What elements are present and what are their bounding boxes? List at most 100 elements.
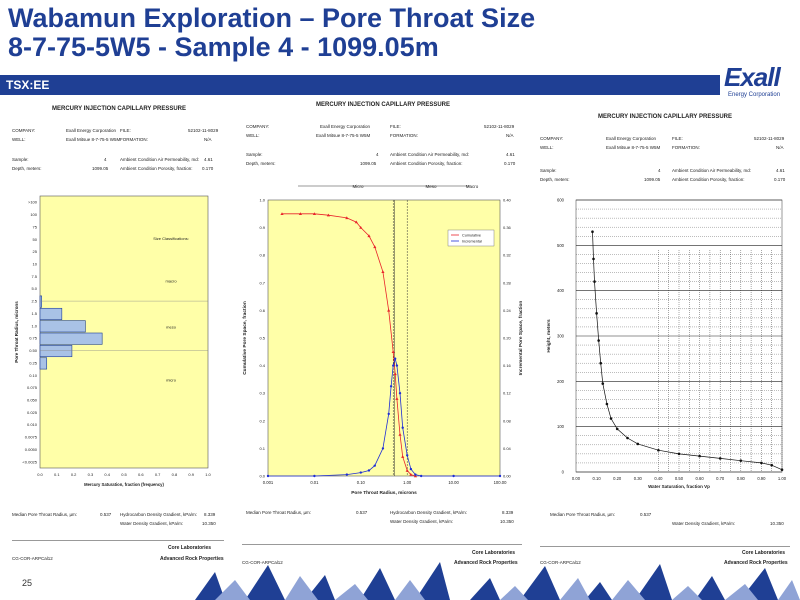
incremental-point	[381, 447, 385, 450]
right-axis-label: Incremental Pore Space, fraction	[518, 301, 524, 376]
cumulative-point	[387, 308, 391, 312]
permeability-label: Ambient Condition Air Permeability, md:	[672, 168, 751, 173]
sample-value: 4	[104, 157, 107, 162]
water-gradient-value: 10.350	[770, 521, 784, 526]
left-axis-label: Cumulative Pore Space, fraction	[242, 301, 248, 375]
cumulative-point	[326, 213, 330, 217]
y-tick-label: 0.075	[27, 385, 38, 390]
y-tick-label: 1.0	[31, 323, 37, 328]
permeability-label: Ambient Condition Air Permeability, md:	[120, 157, 199, 162]
cumulative-point	[405, 468, 409, 472]
depth-value: 1099.05	[644, 177, 661, 182]
porosity-value: 0.170	[504, 161, 516, 166]
x-tick-label: 0.10	[593, 476, 602, 481]
formation-label: FORMATION:	[672, 145, 700, 150]
file-value: 52102-11-8029	[484, 124, 515, 129]
incremental-point	[373, 464, 376, 467]
y-tick-label: 0.0075	[25, 435, 38, 440]
footer-lab-dept: Advanced Rock Properties	[724, 560, 788, 566]
height-point	[605, 402, 609, 406]
left-tick-label: 0.2	[259, 418, 265, 423]
sample-label: Sample:	[246, 152, 263, 157]
x-tick-label: 0.40	[654, 476, 663, 481]
height-point	[597, 339, 600, 342]
water-gradient-value: 10.350	[500, 519, 514, 524]
x-tick-label: 0.2	[71, 472, 77, 477]
cumulative-point	[398, 433, 402, 436]
histogram-bar	[39, 345, 73, 358]
company-label: COMPANY:	[12, 128, 36, 133]
middle-panel-heading: MERCURY INJECTION CAPILLARY PRESSURE	[315, 102, 451, 108]
x-tick-label: 0.10	[357, 480, 366, 485]
y-tick-label: 25	[33, 249, 38, 254]
y-tick-label: 5.0	[31, 286, 37, 291]
y-tick-label: 0.0050	[25, 447, 38, 452]
porosity-value: 0.170	[774, 177, 786, 182]
y-tick-label: 10	[33, 262, 38, 267]
x-tick-label: 0.8	[172, 472, 178, 477]
height-point	[591, 230, 594, 234]
well-value: Exall Mitsue 8-7-75-5 W5M	[316, 133, 371, 138]
footer-form-code: CG-COR-ARPCal12	[242, 560, 283, 565]
legend-incremental-label: Incremental	[462, 240, 482, 244]
zone-label-macro: Macro	[466, 184, 479, 189]
y-tick-label: 100	[30, 212, 37, 217]
well-label: WELL:	[540, 145, 554, 150]
right-panel-heading: MERCURY INJECTION CAPILLARY PRESSURE	[597, 114, 733, 120]
depth-value: 1099.05	[360, 161, 377, 166]
left-tick-label: 0.3	[259, 391, 265, 396]
sample-label: Sample:	[540, 168, 557, 173]
depth-label: Depth, meters:	[12, 166, 42, 171]
incremental-point	[313, 474, 316, 478]
x-tick-label: 0.9	[188, 472, 194, 477]
formation-value: N/A	[776, 145, 784, 150]
y-tick-label: 1.5	[31, 311, 37, 316]
right-tick-label: 0.12	[503, 391, 512, 396]
y-tick-label: 0	[562, 470, 565, 475]
footer-lab-name: Core Laboratories	[168, 545, 212, 551]
file-value: 52102-11-8029	[754, 136, 785, 141]
cumulative-point	[381, 270, 385, 273]
x-tick-label: 0.0	[37, 472, 43, 477]
company-value: Exall Energy Corporation	[606, 136, 657, 141]
y-axis-label: Height, meters	[546, 319, 552, 353]
left-panel-heading: MERCURY INJECTION CAPILLARY PRESSURE	[51, 106, 187, 112]
height-point	[601, 382, 605, 385]
height-point	[760, 461, 763, 465]
slide-title-line1: Wabamun Exploration – Pore Throat Size	[8, 3, 536, 33]
slide-title-line2: 8-7-75-5W5 - Sample 4 - 1099.05m	[8, 32, 439, 62]
x-tick-label: 0.90	[757, 476, 766, 481]
incremental-point	[395, 364, 399, 367]
median-radius-label: Median Pore Throat Radius, µm:	[550, 512, 616, 517]
y-tick-label: 400	[557, 288, 565, 293]
right-tick-label: 0.00	[503, 474, 512, 479]
median-radius-value: 0.537	[356, 510, 368, 515]
right-tick-label: 0.08	[503, 418, 512, 423]
file-label: FILE:	[672, 136, 683, 141]
y-tick-label: 200	[557, 379, 565, 384]
right-tick-label: 0.28	[503, 280, 512, 285]
right-tick-label: 0.20	[503, 336, 512, 341]
right-tick-label: 0.36	[503, 225, 512, 230]
permeability-value: 4.61	[506, 152, 515, 157]
file-value: 52102-11-8029	[188, 128, 219, 133]
incremental-point	[393, 357, 397, 360]
left-tick-label: 0.7	[259, 280, 265, 285]
x-tick-label: 100.00	[494, 480, 507, 485]
size-class-name: micro	[166, 377, 177, 382]
size-class-name: macro	[165, 279, 177, 284]
cumulative-point	[401, 455, 405, 458]
y-tick-label: 0.10	[29, 373, 38, 378]
right-tick-label: 0.04	[503, 446, 512, 451]
ticker-bar: TSX:EE	[0, 75, 720, 95]
sample-value: 4	[376, 152, 379, 157]
file-label: FILE:	[390, 124, 401, 129]
left-tick-label: 0.8	[259, 253, 265, 258]
y-tick-label: 600	[557, 198, 565, 203]
water-gradient-label: Water Density Gradient, kPa/m:	[390, 519, 454, 524]
height-point	[615, 427, 619, 431]
height-point	[595, 312, 598, 315]
x-tick-label: 0.001	[263, 480, 274, 485]
x-tick-label: 1.00	[403, 480, 412, 485]
incremental-point	[359, 471, 362, 474]
